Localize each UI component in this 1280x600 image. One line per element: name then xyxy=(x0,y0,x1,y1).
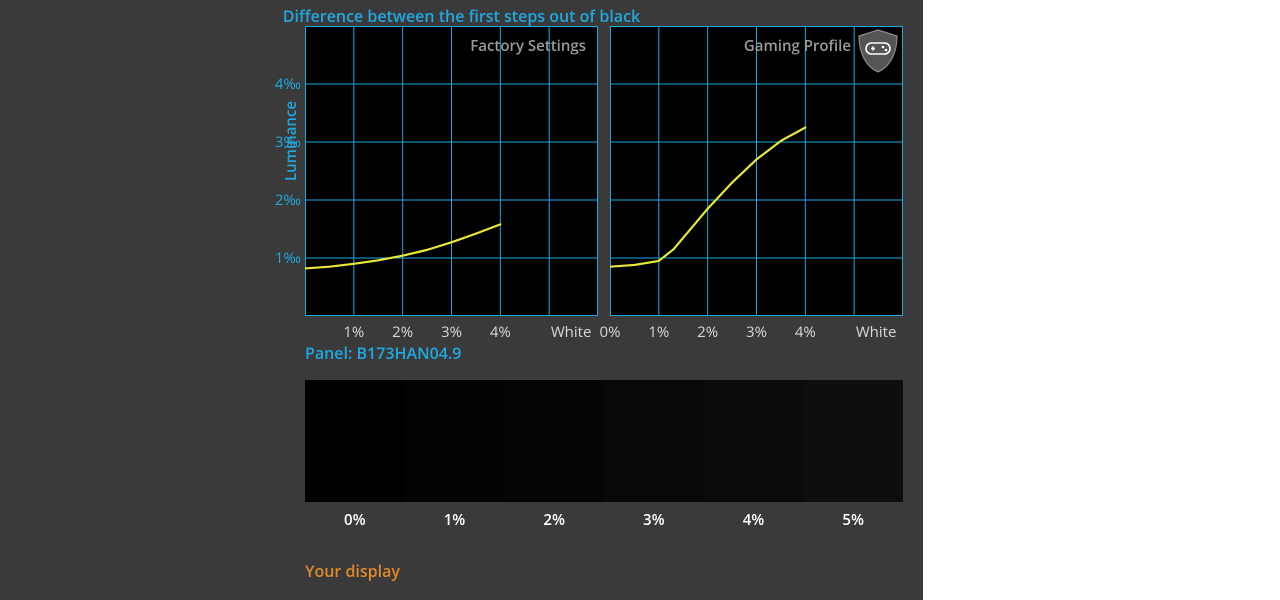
gradient-step-label: 4% xyxy=(743,510,765,530)
gradient-step xyxy=(305,380,405,502)
gradient-strip: 0% 1% 2% 3% 4% 5% xyxy=(305,380,903,540)
gradient-step-label: 5% xyxy=(842,510,864,530)
x-tick: 3% xyxy=(441,322,462,342)
chart-title: Difference between the first steps out o… xyxy=(0,5,923,27)
gradient-step-label: 2% xyxy=(543,510,565,530)
x-tick: 4% xyxy=(490,322,511,342)
x-tick: 2% xyxy=(392,322,413,342)
chart-subtitle-factory: Factory Settings xyxy=(470,36,586,56)
x-tick: 0% xyxy=(600,322,621,342)
y-tick: 4‰ xyxy=(265,74,301,94)
gradient-step xyxy=(405,380,505,502)
y-tick: 2‰ xyxy=(265,190,301,210)
chart-subtitle-gaming: Gaming Profile xyxy=(744,36,851,56)
x-tick: 2% xyxy=(697,322,718,342)
panel-model-label: Panel: B173HAN04.9 xyxy=(305,342,461,364)
gradient-step xyxy=(504,380,604,502)
y-tick: 1‰ xyxy=(265,248,301,268)
charts-row: Factory SettingsLuminance1‰2‰3‰4‰1%2%3%4… xyxy=(305,26,903,316)
gradient-step xyxy=(604,380,704,502)
chart-factory: Factory SettingsLuminance1‰2‰3‰4‰1%2%3%4… xyxy=(305,26,598,316)
x-tick: 1% xyxy=(343,322,364,342)
x-tick: 4% xyxy=(795,322,816,342)
x-tick: 3% xyxy=(746,322,767,342)
y-axis-label: Luminance xyxy=(281,26,301,316)
x-tick: White xyxy=(856,322,897,342)
y-tick: 3‰ xyxy=(265,132,301,152)
analysis-panel: Difference between the first steps out o… xyxy=(0,0,923,600)
gaming-badge-icon xyxy=(855,28,901,74)
your-display-label: Your display xyxy=(305,560,400,582)
gradient-step-label: 0% xyxy=(344,510,366,530)
gradient-step-label: 3% xyxy=(643,510,665,530)
chart-gaming: Gaming Profile 0%1%2%3%4%White xyxy=(610,26,903,316)
gradient-step-label: 1% xyxy=(444,510,466,530)
gradient-step xyxy=(803,380,903,502)
x-tick: 1% xyxy=(648,322,669,342)
gradient-step xyxy=(704,380,804,502)
x-tick: White xyxy=(551,322,592,342)
